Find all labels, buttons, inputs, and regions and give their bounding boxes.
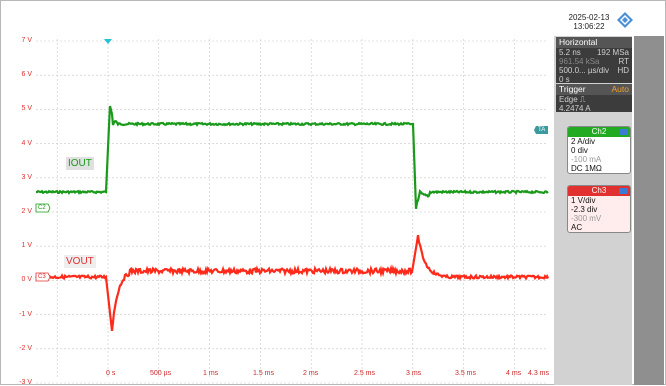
rt-text: RT (618, 57, 629, 66)
y-tick-label: 4 V (21, 139, 32, 147)
x-tick-label: 3.5 ms (455, 370, 477, 377)
ch3-offset-marker (35, 272, 51, 282)
timebase-text: 500.0... µs/div (559, 66, 609, 75)
ch2-marker-label: C2 (38, 205, 46, 211)
vout-trace (35, 235, 550, 332)
sample-rate-text: 192 MSa (596, 48, 629, 57)
y-tick-label: 7 V (21, 37, 32, 44)
datetime: 2025-02-13 13:06:22 (562, 13, 616, 31)
y-tick-label: -2 V (19, 344, 32, 352)
horizontal-panel[interactable]: Horizontal 5.2 ns 192 MSa 961.54 kSa RT 50… (556, 37, 632, 84)
ch2-offset-marker (35, 203, 51, 213)
y-tick-label: -3 V (19, 379, 32, 386)
y-tick-label: 2 V (21, 208, 32, 215)
ch3-coupling: AC (571, 223, 583, 232)
x-tick-label: 4.3 ms (528, 370, 550, 377)
y-tick-label: -1 V (19, 310, 32, 318)
grid (36, 39, 548, 384)
x-tick-label: 2 ms (303, 370, 319, 377)
trigger-title-text: Trigger (559, 84, 586, 94)
sidebar-scrollbar[interactable] (634, 36, 664, 385)
ch2-header: Ch2 (568, 127, 630, 137)
position-text: 0 s (559, 75, 570, 84)
ch2-panel[interactable]: Ch2 2 A/div 0 div -100 mA DC 1MΩ (567, 126, 631, 174)
horizontal-title-text: Horizontal (559, 37, 598, 47)
ch3-header: Ch3 (568, 186, 630, 196)
x-tick-label: 500 µs (150, 370, 172, 377)
iout-label: IOUT (66, 157, 94, 170)
ch3-title: Ch3 (591, 186, 607, 195)
x-tick-label: 4 ms (506, 370, 522, 377)
trigger-mode-text: Auto (611, 84, 630, 94)
time-text: 13:06:22 (573, 22, 605, 31)
ch3-marker-label: C3 (38, 274, 46, 280)
ch2-scale: 2 A/div (571, 137, 596, 146)
trigger-panel[interactable]: Trigger Auto Edge ⎍ 4.2474 A (556, 84, 632, 113)
x-tick-label: 1.5 ms (253, 370, 275, 377)
x-tick-label: 3 ms (406, 370, 422, 377)
y-tick-label: 5 V (21, 105, 32, 113)
ch2-offset: -100 mA (571, 155, 602, 164)
ch3-panel[interactable]: Ch3 1 V/div -2.3 div -300 mV AC (567, 185, 631, 233)
ch3-toggle-icon[interactable] (619, 188, 628, 194)
resolution-text: 5.2 ns (559, 48, 581, 57)
trigger-type-row: Edge ⎍ (559, 95, 586, 104)
acq-rate-text: 961.54 kSa (559, 57, 600, 66)
ch3-scale: 1 V/div (571, 196, 596, 205)
ch3-offset: -300 mV (571, 214, 602, 223)
trigger-level-label: TA (538, 127, 546, 133)
x-tick-label: 1 ms (203, 370, 219, 377)
horizontal-title: Horizontal (556, 37, 632, 48)
ch2-title: Ch2 (591, 127, 607, 136)
y-tick-label: 0 V (21, 276, 32, 284)
y-tick-label: 3 V (21, 173, 32, 181)
ch3-offset-div: -2.3 div (571, 205, 598, 214)
x-tick-label: 2.5 ms (354, 370, 376, 377)
ch2-coupling: DC 1MΩ (571, 164, 602, 173)
trigger-level-marker (534, 126, 548, 134)
trigger-position-marker (104, 39, 112, 44)
trigger-level-text: 4.2474 A (559, 104, 591, 113)
y-tick-label: 1 V (21, 242, 32, 250)
date-text: 2025-02-13 (568, 13, 610, 22)
iout-trace (35, 105, 549, 209)
x-tick-label: 0 s (106, 370, 116, 377)
ch2-toggle-icon[interactable] (619, 129, 628, 135)
y-tick-label: 6 V (21, 71, 32, 79)
vout-label: VOUT (64, 255, 96, 268)
ch2-offset-div: 0 div (571, 146, 588, 155)
trigger-type-text: Edge (559, 95, 578, 104)
trigger-title: Trigger Auto (556, 84, 632, 95)
hd-text: HD (617, 66, 629, 75)
brand-logo-icon (617, 12, 633, 28)
rising-edge-icon: ⎍ (579, 95, 586, 104)
